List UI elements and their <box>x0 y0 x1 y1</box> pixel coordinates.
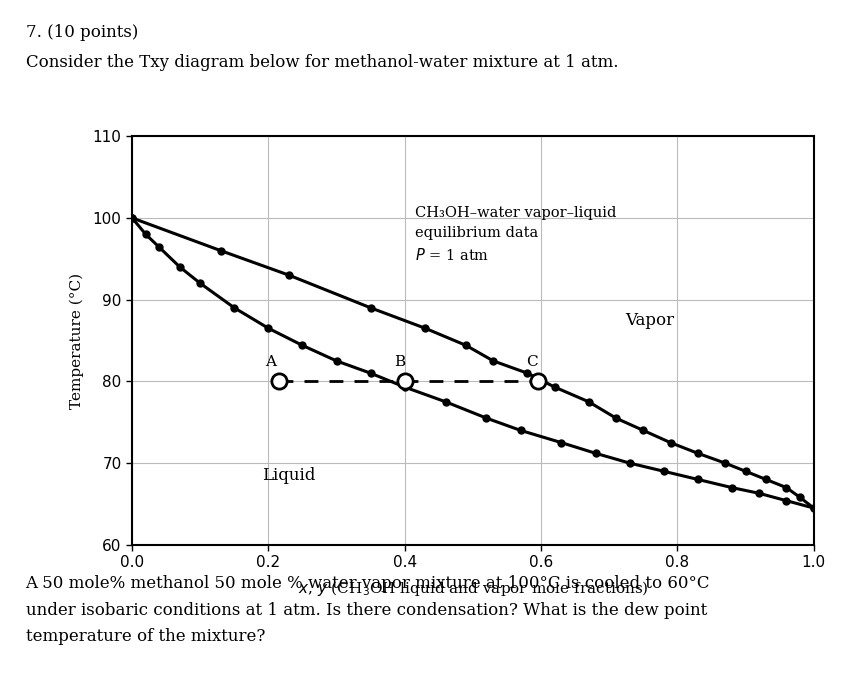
Text: Consider the Txy diagram below for methanol-water mixture at 1 atm.: Consider the Txy diagram below for metha… <box>26 54 618 72</box>
Y-axis label: Temperature (°C): Temperature (°C) <box>70 272 84 409</box>
Text: 7. (10 points): 7. (10 points) <box>26 24 138 41</box>
Text: Vapor: Vapor <box>625 312 675 328</box>
Text: B: B <box>394 355 405 369</box>
Text: CH₃OH–water vapor–liquid
equilibrium data
$P$ = 1 atm: CH₃OH–water vapor–liquid equilibrium dat… <box>415 206 616 263</box>
Text: A 50 mole% methanol 50 mole % water vapor mixture at 100°C is cooled to 60°C
und: A 50 mole% methanol 50 mole % water vapo… <box>26 575 710 645</box>
Text: A: A <box>265 355 276 369</box>
Text: Liquid: Liquid <box>262 467 315 484</box>
X-axis label: $x$, $y$ (CH$_3$OH liquid and vapor mole fractions): $x$, $y$ (CH$_3$OH liquid and vapor mole… <box>297 579 648 597</box>
Text: C: C <box>527 355 538 369</box>
